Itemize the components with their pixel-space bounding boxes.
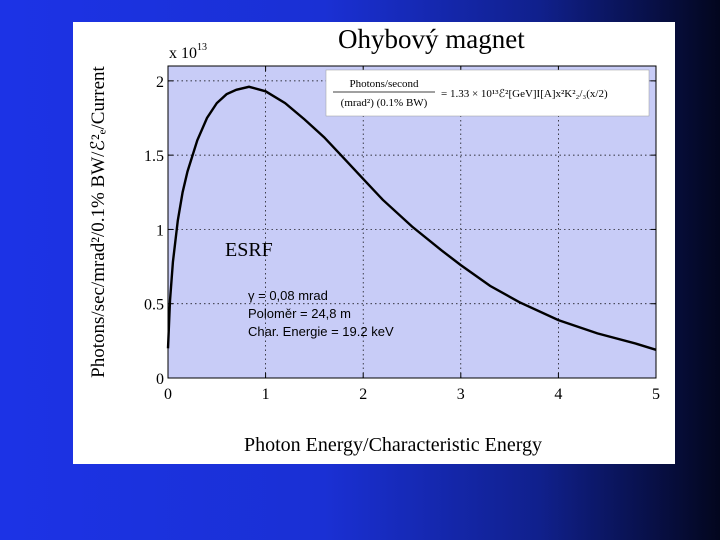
x-tick-label: 1 [262,386,270,403]
series-line [166,85,657,351]
x-tick-label: 0 [164,386,172,403]
annotation-line-1: γ = 0,08 mrad [248,288,328,303]
x-tick-label: 5 [652,386,660,403]
slide-title: Ohybový magnet [338,24,525,54]
y-tick-label: 1.5 [144,148,164,165]
x-tick-label: 3 [457,386,465,403]
plot-frame [167,65,657,379]
y-exponent-label: x 1013 [169,42,207,62]
tick-marks [167,66,657,379]
formula-rhs: = 1.33 × 10¹³ℰ²[GeV]I[A]x²K²₂/₃(x/2) [441,88,608,100]
y-tick-labels: 0 0.5 1 1.5 2 [144,74,164,388]
y-axis-label: Photons/sec/mrad²/0.1% BW/ℰ²ₑ/Current [88,65,109,377]
chart-panel: 0 1 2 3 4 5 0 0.5 1 1.5 2 x 1013 Photon Energy/Ch… [73,22,675,464]
x-tick-labels: 0 1 2 3 4 5 [164,386,660,403]
annotation-line-2: Poloměr = 24,8 m [248,306,351,321]
x-axis-label: Photon Energy/Characteristic Energy [244,434,542,456]
y-tick-label: 0 [156,371,164,388]
formula-box: Photons/second (mrad²) (0.1% BW) = 1.33 … [325,69,650,117]
annotation-line-3: Char. Energie = 19.2 keV [248,324,394,339]
y-exponent-power: 13 [197,42,207,53]
chart: 0 1 2 3 4 5 0 0.5 1 1.5 2 x 1013 Photon Energy/Ch… [88,42,660,456]
x-tick-label: 4 [554,386,562,403]
y-tick-label: 2 [156,74,164,91]
y-tick-label: 0.5 [144,297,164,314]
x-tick-label: 2 [359,386,367,403]
y-tick-label: 1 [156,222,164,239]
facility-label: ESRF [225,239,273,261]
formula-numerator: Photons/second [349,78,419,90]
formula-denominator: (mrad²) (0.1% BW) [341,97,428,109]
